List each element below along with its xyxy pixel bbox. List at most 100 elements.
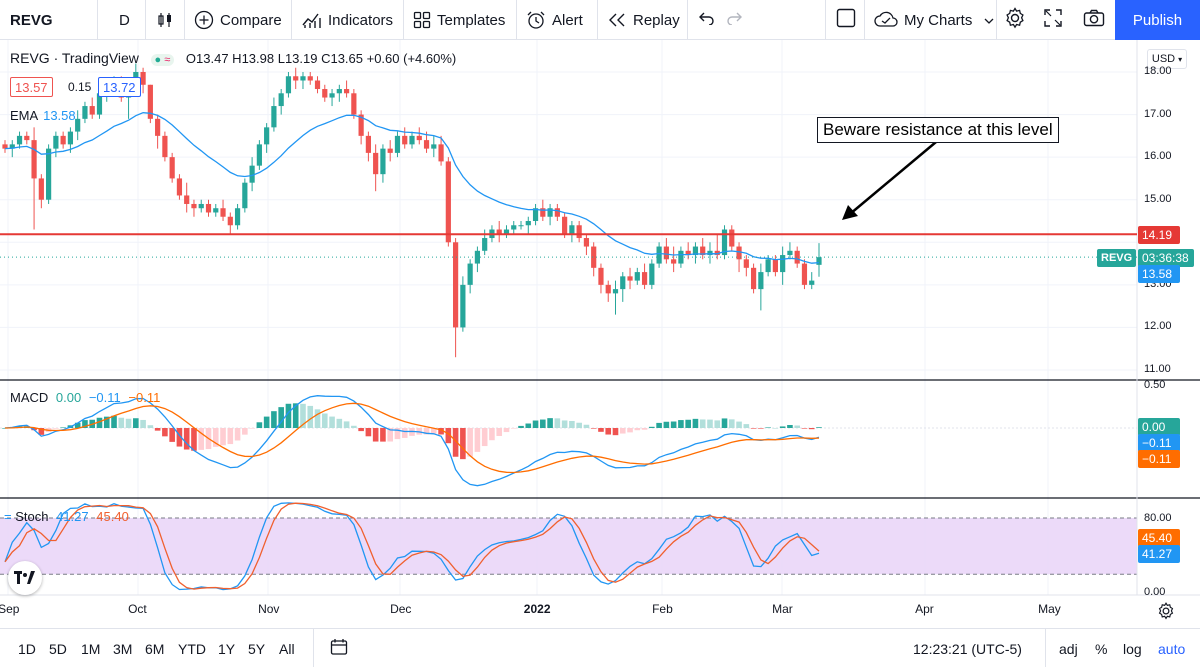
macd-histogram-bar [401,428,408,438]
candle-body [816,257,822,265]
candle-body [692,246,699,256]
range-button-1y[interactable]: 1Y [218,640,236,657]
fullscreen-button[interactable] [1043,0,1063,40]
tradingview-logo[interactable] [8,561,42,595]
macd-histogram-bar [82,420,88,428]
currency-selector[interactable]: USD ▾ [1147,49,1187,69]
candle-body [336,89,342,94]
candle-body [729,229,735,247]
candle-body [663,246,669,260]
chart-settings-button[interactable] [1157,602,1175,625]
range-button-all[interactable]: All [279,640,295,657]
macd-histogram-bar [569,420,575,428]
candle-body [60,135,66,145]
candle-body [358,114,364,136]
replay-button[interactable]: Replay [607,0,680,40]
chart-type-button[interactable] [156,0,180,40]
candle-body [213,208,219,213]
alert-button[interactable]: Alert [526,0,583,40]
macd-histogram-bar [619,428,626,434]
annotation-arrow [849,141,937,215]
range-button-6m[interactable]: 6M [145,640,165,657]
candle-body [453,242,459,328]
macd-histogram-bar [372,428,379,442]
candle-body [750,267,757,290]
cloud-icon [874,11,898,29]
macd-histogram-bar [38,428,45,435]
macd-histogram-bar [176,428,183,447]
candle-body [38,178,44,200]
macd-histogram-bar [590,428,597,429]
chart-canvas[interactable] [0,40,1200,628]
templates-icon [413,11,431,29]
spread-value: 0.15 [68,80,92,94]
macd-histogram-bar [329,416,335,428]
macd-histogram-bar [242,428,248,435]
candle-body [271,106,277,128]
candle-body [394,135,401,153]
candle-body [423,140,430,149]
range-button-5y[interactable]: 5Y [248,640,266,657]
interval-button[interactable]: D [119,0,130,40]
auto-toggle[interactable]: auto [1158,640,1186,657]
macd-histogram-bar [525,423,532,428]
range-button-3m[interactable]: 3M [113,640,133,657]
macd-line-tag-value: −0.11 [1142,436,1172,450]
range-button-1d[interactable]: 1D [18,640,36,657]
compare-button[interactable]: Compare [194,0,282,40]
redo-icon [726,11,744,29]
fullscreen-icon [1043,8,1063,32]
range-button-1m[interactable]: 1M [81,640,101,657]
chart-area[interactable]: REVG · TradingView ● ≈ O13.47 H13.98 L13… [0,40,1200,628]
percent-toggle[interactable]: % [1095,640,1108,657]
stoch-axis-tick-80: 80.00 [1144,512,1172,524]
undo-button[interactable] [697,0,715,40]
macd-histogram-bar [249,428,255,429]
macd-histogram-bar [692,418,699,428]
gear-icon [1004,7,1026,33]
stoch-k-line [4,502,820,591]
macd-histogram-bar [118,417,125,428]
settings-button[interactable] [1004,0,1026,40]
macd-histogram-bar [743,424,750,428]
candle-body [700,246,706,256]
macd-histogram-bar [351,425,357,428]
macd-histogram-bar [74,422,81,428]
annotation-callout[interactable]: Beware resistance at this level [817,117,1059,143]
candle-body [547,208,553,217]
macd-histogram-bar [765,427,771,429]
buy-price-button[interactable]: 13.72 [98,77,141,97]
adj-toggle[interactable]: adj [1059,640,1078,657]
status-dots: ● ≈ [150,54,175,66]
range-button-5d[interactable]: 5D [49,640,67,657]
my-charts-button[interactable]: My Charts [874,0,994,40]
symbol-search[interactable]: REVG [10,0,53,40]
indicators-button[interactable]: Indicators [302,0,393,40]
macd-histogram-bar [678,420,684,428]
sell-price-button[interactable]: 13.57 [10,77,53,97]
macd-legend: MACD 0.00 −0.11 −0.11 [10,390,160,405]
snapshot-button[interactable] [1083,0,1105,40]
range-button-ytd[interactable]: YTD [178,640,206,657]
stoch-d-tag: 45.40 [1138,529,1180,547]
templates-button[interactable]: Templates [413,0,505,40]
publish-button[interactable]: Publish [1115,0,1200,40]
macd-hist-tag-value: 0.00 [1142,420,1166,434]
macd-histogram-bar [474,428,481,452]
candle-body [591,246,597,268]
macd-histogram-bar [96,417,103,428]
stoch-k-tag: 41.27 [1138,545,1180,563]
macd-histogram-bar [801,428,808,429]
date-range-button[interactable] [330,629,348,667]
macd-histogram-bar [518,425,524,428]
macd-histogram-bar [125,418,132,428]
redo-button[interactable] [726,0,744,40]
macd-histogram-bar [532,420,539,428]
last-price-symbol: REVG [1101,252,1133,264]
layout-button[interactable] [836,0,856,40]
log-toggle[interactable]: log [1123,640,1142,657]
clock-display[interactable]: 12:23:21 (UTC-5) [913,640,1022,657]
calendar-icon [330,638,348,659]
last-price-tag: REVG [1097,249,1137,267]
macd-histogram-bar [445,428,452,444]
